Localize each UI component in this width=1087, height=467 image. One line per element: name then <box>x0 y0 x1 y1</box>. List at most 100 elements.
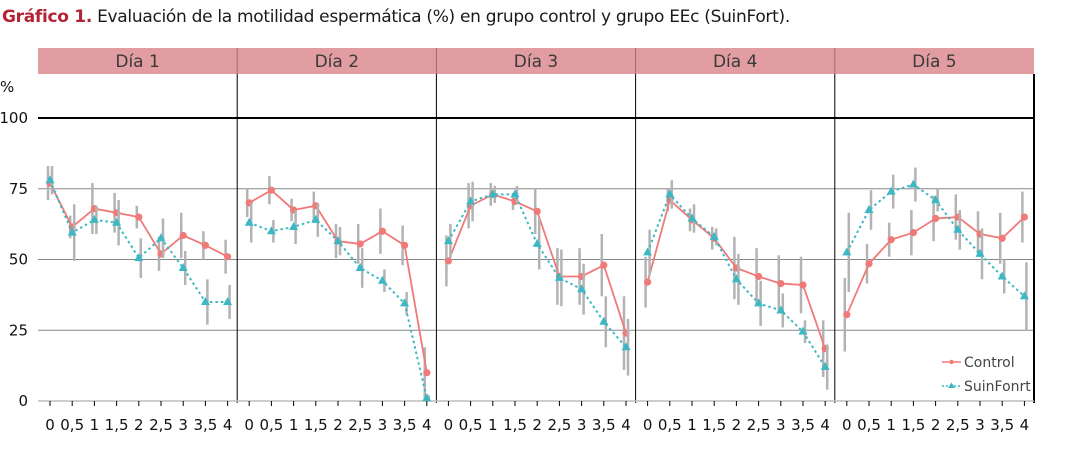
control-line <box>248 189 428 373</box>
control-point <box>401 241 409 249</box>
panel-header-label: Día 1 <box>115 52 159 72</box>
x-tick-label: 3,5 <box>592 416 616 434</box>
x-tick-label: 2,5 <box>547 416 571 434</box>
suinfort-line <box>447 193 627 348</box>
suinfort-point <box>223 296 233 305</box>
suinfort-point <box>643 247 653 256</box>
x-tick-label: 2 <box>931 416 941 434</box>
grid-lines <box>38 74 1035 403</box>
suinfort-line <box>248 218 428 399</box>
suinfort-line <box>49 179 228 303</box>
x-tick-label: 0 <box>244 416 254 434</box>
panel-headers: Día 1 Día 2 Día 3 Día 4 Día 5 <box>38 48 1034 74</box>
control-point <box>378 227 386 235</box>
panel-header-label: Día 3 <box>514 52 558 72</box>
suinfort-point <box>156 233 166 242</box>
suinfort-point <box>333 236 343 245</box>
suinfort-point <box>953 224 963 233</box>
suinfort-point <box>510 189 520 198</box>
x-tick-label: 2,5 <box>747 416 771 434</box>
control-point <box>887 236 895 244</box>
x-tick-label: 3,5 <box>393 416 417 434</box>
suinfort-point <box>377 275 387 284</box>
x-tick-label: 1 <box>90 416 100 434</box>
suinfort-point <box>89 214 99 223</box>
suinfort-point <box>975 248 985 257</box>
suinfort-point <box>266 226 276 235</box>
control-point <box>356 240 364 248</box>
control-point <box>135 213 143 221</box>
suinfort-point <box>842 247 852 256</box>
suinfort-point <box>709 231 719 240</box>
suinfort-point <box>754 298 764 307</box>
chart-title-text: Evaluación de la motilidad espermática (… <box>92 7 790 27</box>
suinfort-point <box>422 393 432 402</box>
x-tick-label: 3 <box>178 416 188 434</box>
x-tick-label: 0,5 <box>259 416 283 434</box>
suinfort-point <box>443 236 453 245</box>
y-tick-label: 50 <box>9 251 28 269</box>
suinfort-point <box>820 362 830 371</box>
panel-4 <box>643 180 830 390</box>
suinfort-point <box>731 274 741 283</box>
control-point <box>444 257 452 265</box>
panel-header-label: Día 2 <box>315 52 359 72</box>
x-tick-label: 1,5 <box>105 416 129 434</box>
suinfort-point <box>311 214 321 223</box>
panel-2 <box>244 176 432 402</box>
panel-3 <box>443 181 631 376</box>
control-point <box>423 369 431 377</box>
control-point <box>224 253 232 261</box>
panel-header-label: Día 4 <box>713 52 757 72</box>
control-point <box>998 234 1006 242</box>
control-point <box>179 231 187 240</box>
suinfort-point <box>554 272 564 281</box>
control-point <box>799 281 807 289</box>
suinfort-point <box>466 196 476 205</box>
x-tick-label: 2 <box>732 416 742 434</box>
x-tick-label: 0,5 <box>60 416 84 434</box>
suinfort-point <box>997 271 1007 280</box>
x-tick-label: 2 <box>134 416 144 434</box>
x-tick-label: 2 <box>333 416 343 434</box>
y-axis-label: % <box>0 78 14 96</box>
control-point <box>777 279 785 288</box>
suinfort-point <box>67 227 77 236</box>
y-tick-label: 75 <box>9 180 28 198</box>
legend-suinfort-label: SuinFonrt <box>964 379 1031 395</box>
x-tick-label: 1,5 <box>304 416 328 434</box>
x-tick-label: 1 <box>886 416 896 434</box>
suinfort-point <box>864 204 874 213</box>
x-tick-label: 0 <box>842 416 852 434</box>
suinfort-point <box>1019 291 1029 300</box>
suinfort-point <box>532 238 542 247</box>
suinfort-point <box>244 217 254 226</box>
x-tick-label: 3 <box>975 416 985 434</box>
suinfort-point <box>400 298 410 307</box>
suinfort-point <box>45 175 55 184</box>
panel-header-bg <box>436 48 636 74</box>
x-tick-label: 3,5 <box>791 416 815 434</box>
panel-header-bg <box>237 48 437 74</box>
y-tick-label: 25 <box>9 321 28 339</box>
panel-header-bg <box>38 48 238 74</box>
panel-header-label: Día 5 <box>912 52 956 72</box>
chart-title: Gráfico 1. Evaluación de la motilidad es… <box>2 7 790 27</box>
suinfort-point <box>112 217 122 226</box>
y-tick-label: 0 <box>18 392 28 410</box>
x-tick-label: 1 <box>488 416 498 434</box>
x-tick-label: 1,5 <box>702 416 726 434</box>
x-tick-label: 0 <box>444 416 454 434</box>
control-point <box>533 207 541 215</box>
chart-panels <box>45 166 1029 402</box>
suinfort-point <box>488 189 498 198</box>
suinfort-point <box>621 342 631 351</box>
control-point <box>932 214 940 223</box>
suinfort-point <box>200 296 210 305</box>
y-tick-label: 100 <box>0 109 28 127</box>
suinfort-point <box>687 213 697 222</box>
control-point <box>755 272 763 281</box>
suinfort-point <box>665 189 675 198</box>
panel-1 <box>45 166 233 325</box>
